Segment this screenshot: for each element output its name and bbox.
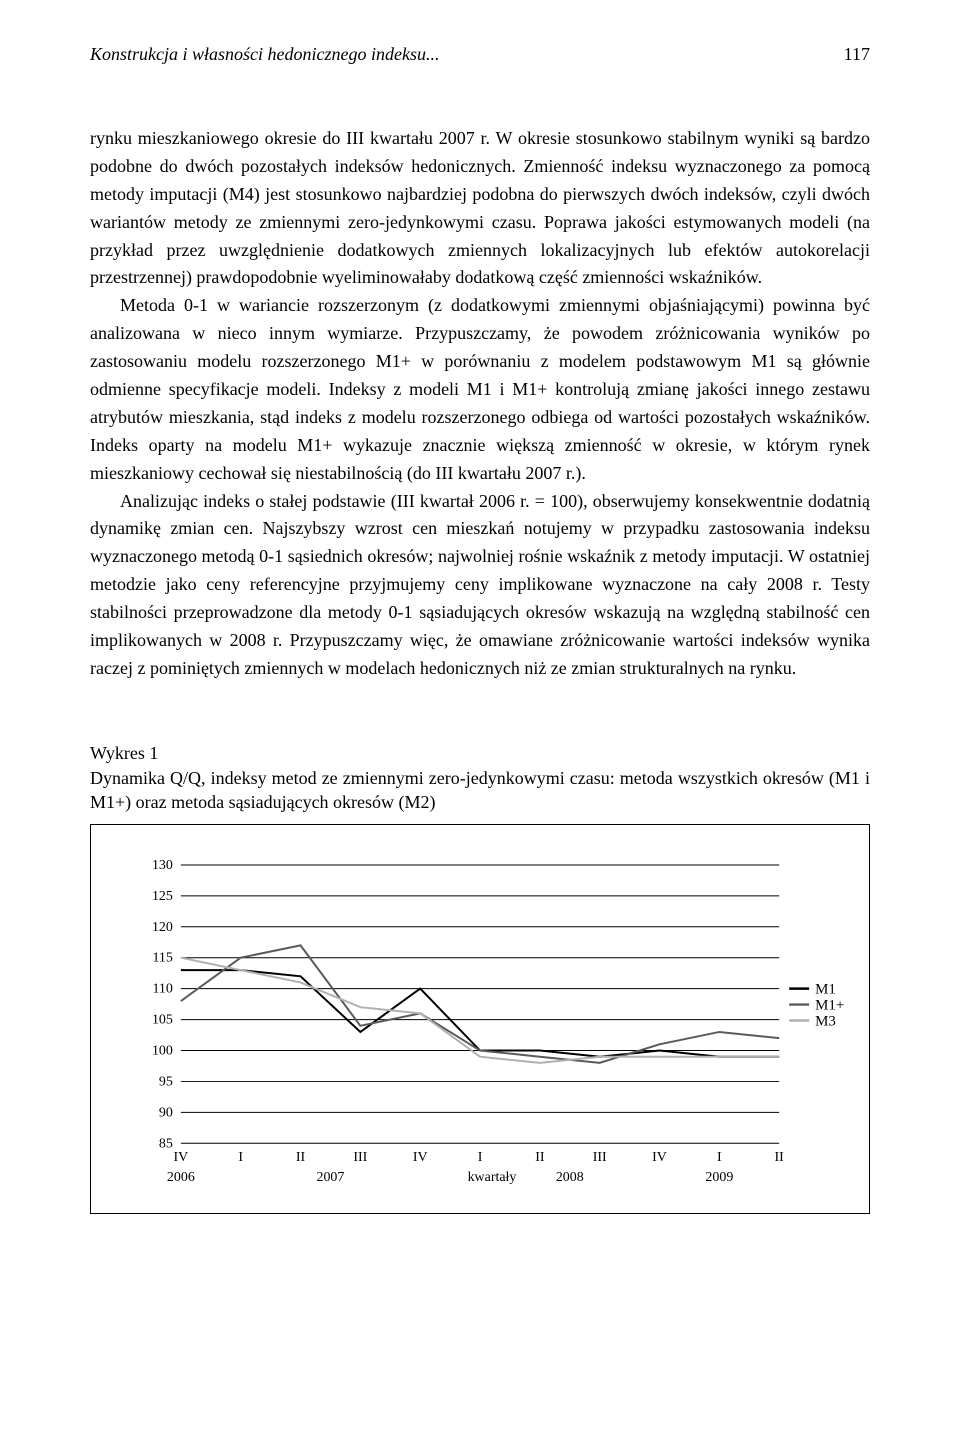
svg-text:125: 125 — [152, 889, 173, 904]
svg-text:90: 90 — [159, 1106, 173, 1121]
svg-text:IV: IV — [652, 1151, 667, 1166]
svg-text:105: 105 — [152, 1013, 173, 1028]
svg-text:M1: M1 — [815, 982, 836, 998]
svg-text:III: III — [593, 1151, 607, 1166]
svg-text:120: 120 — [152, 920, 173, 935]
svg-text:II: II — [296, 1151, 306, 1166]
svg-text:III: III — [353, 1151, 367, 1166]
svg-text:85: 85 — [159, 1137, 173, 1152]
running-title: Konstrukcja i własności hedonicznego ind… — [90, 44, 439, 65]
svg-text:110: 110 — [152, 982, 172, 997]
svg-text:M3: M3 — [815, 1014, 836, 1030]
svg-text:2009: 2009 — [705, 1170, 733, 1185]
svg-text:115: 115 — [152, 951, 172, 966]
svg-text:IV: IV — [173, 1151, 188, 1166]
svg-text:130: 130 — [152, 858, 173, 873]
figure-label: Wykres 1 — [90, 743, 870, 764]
svg-text:100: 100 — [152, 1044, 173, 1059]
svg-text:95: 95 — [159, 1075, 173, 1090]
svg-text:I: I — [238, 1151, 243, 1166]
svg-text:M1+: M1+ — [815, 998, 844, 1014]
figure-caption: Dynamika Q/Q, indeksy metod ze zmiennymi… — [90, 766, 870, 815]
svg-text:I: I — [478, 1151, 483, 1166]
page: Konstrukcja i własności hedonicznego ind… — [0, 0, 960, 1455]
chart-frame: 859095100105110115120125130IVIIIIIIIVIII… — [90, 824, 870, 1214]
svg-text:kwartały: kwartały — [468, 1170, 517, 1185]
svg-text:I: I — [717, 1151, 722, 1166]
line-chart: 859095100105110115120125130IVIIIIIIIVIII… — [131, 855, 849, 1193]
svg-text:2006: 2006 — [167, 1170, 195, 1185]
svg-text:II: II — [775, 1151, 785, 1166]
svg-text:2007: 2007 — [317, 1170, 345, 1185]
page-number: 117 — [844, 44, 870, 65]
paragraph-1: rynku mieszkaniowego okresie do III kwar… — [90, 125, 870, 292]
paragraph-3: Analizując indeks o stałej podstawie (II… — [90, 488, 870, 683]
running-header: Konstrukcja i własności hedonicznego ind… — [90, 44, 870, 65]
paragraph-2: Metoda 0-1 w wariancie rozszerzonym (z d… — [90, 292, 870, 487]
svg-text:II: II — [535, 1151, 545, 1166]
figure-1: Wykres 1 Dynamika Q/Q, indeksy metod ze … — [90, 743, 870, 1215]
svg-text:IV: IV — [413, 1151, 428, 1166]
svg-text:2008: 2008 — [556, 1170, 584, 1185]
